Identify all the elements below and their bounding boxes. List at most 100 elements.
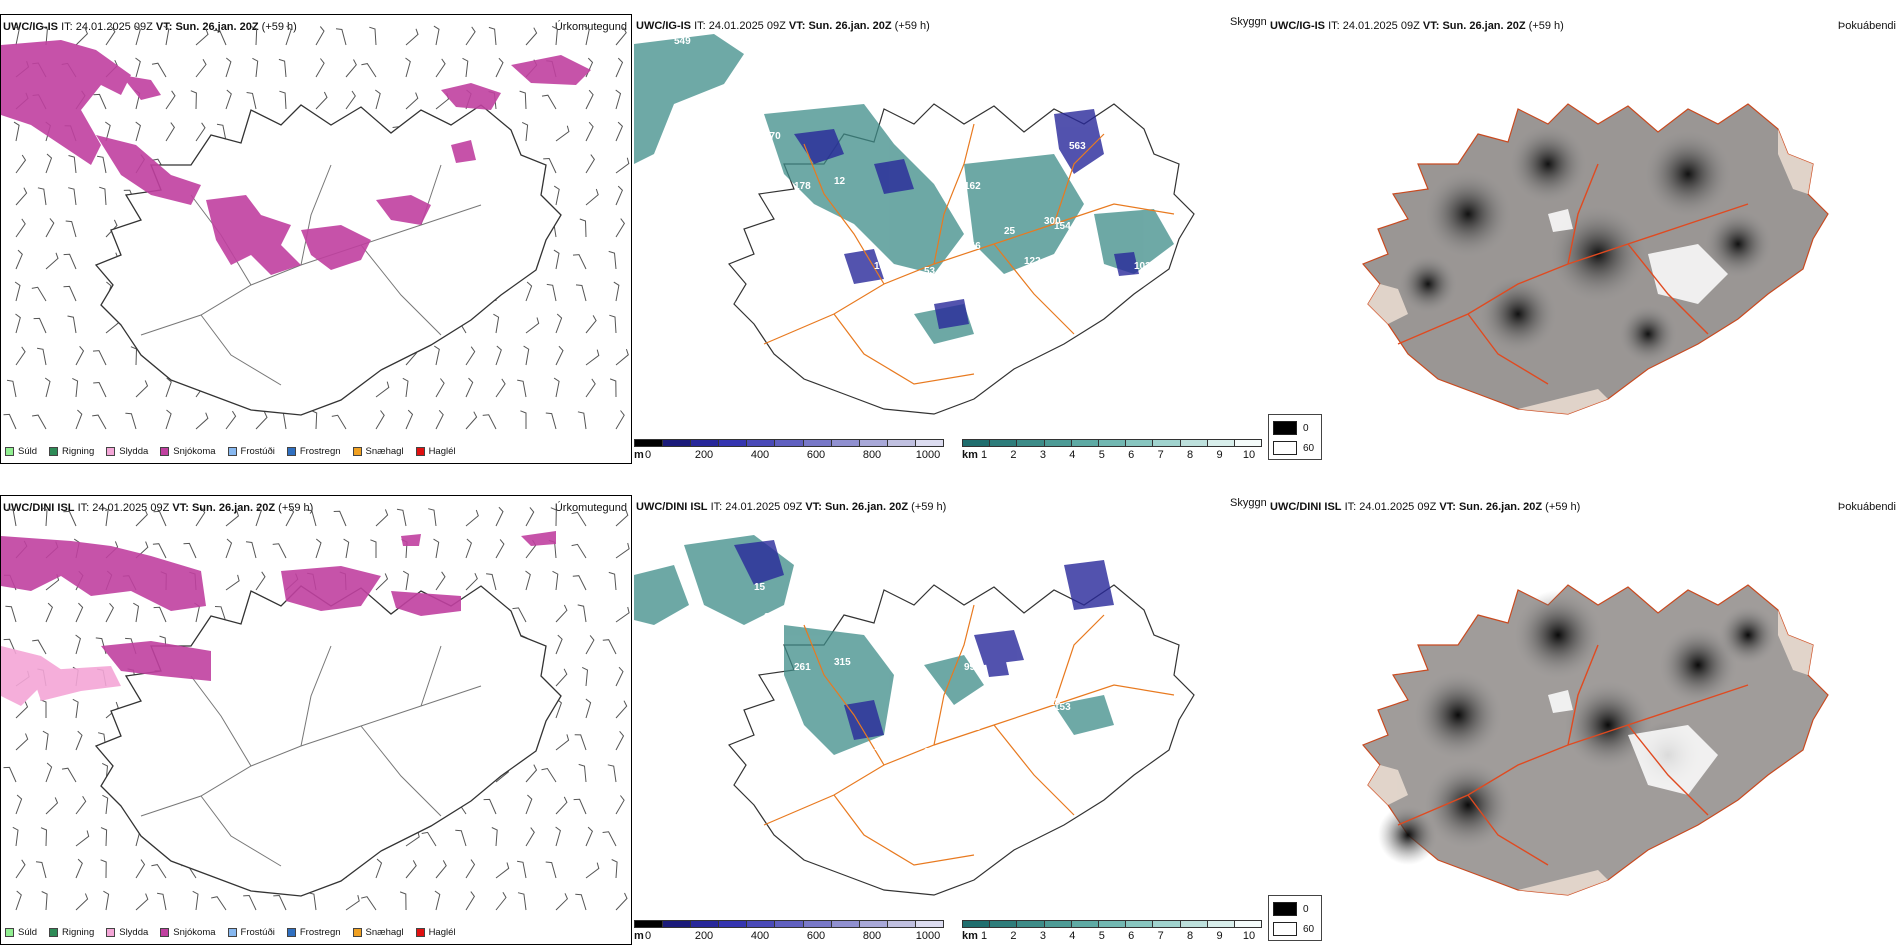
wind-barb	[602, 831, 617, 847]
wind-barb	[255, 506, 262, 527]
colorbar-tick-label: 0	[644, 930, 652, 942]
roads	[140, 645, 482, 867]
ceiling-value-label: 185	[1004, 707, 1021, 718]
wind-barb	[75, 28, 88, 46]
panel-label-precip: Úrkomutegund	[554, 502, 627, 514]
legend-swatch	[106, 447, 116, 456]
colorbar-segment	[915, 440, 944, 446]
wind-barb	[45, 762, 53, 783]
wind-barb	[434, 345, 440, 366]
legend-swatch	[5, 447, 14, 456]
wind-barb	[583, 25, 590, 46]
colorbar-tick-label: 2	[1010, 930, 1017, 942]
wind-barb	[555, 734, 570, 751]
wind-barb	[3, 413, 17, 430]
wind-barb	[331, 414, 347, 430]
wind-barb	[15, 859, 26, 879]
legend-swatch	[160, 447, 170, 456]
wind-barb	[307, 892, 317, 911]
ceiling-value-label: 118	[1069, 622, 1086, 633]
wind-barb	[63, 285, 77, 302]
wind-barb	[615, 795, 625, 815]
wind-barb	[512, 607, 527, 623]
wind-barb	[615, 218, 626, 238]
wind-barb	[135, 25, 141, 46]
legend-item: Rigning	[49, 927, 94, 938]
wind-barb	[214, 606, 227, 623]
colorbar-tick-label: 2	[1010, 449, 1017, 461]
height-colorbar: m 0 200 400 600 800 1000	[634, 920, 944, 942]
colorbar-tick-label: 600	[806, 930, 826, 942]
wind-barb	[192, 890, 199, 911]
colorbar-tick-label: 800	[862, 449, 882, 461]
colorbar-segment	[1044, 440, 1072, 446]
wind-barb	[45, 797, 59, 815]
wind-barb	[465, 346, 476, 366]
wind-barb	[105, 701, 119, 719]
ceiling-value-label: 166	[729, 647, 746, 658]
wind-barb	[615, 606, 630, 623]
wind-barb	[495, 862, 510, 879]
wind-barb	[15, 701, 29, 719]
wind-barb	[615, 348, 629, 366]
ceiling-value-label: 105	[874, 261, 891, 272]
wind-barb	[3, 766, 17, 783]
wind-barb	[32, 414, 47, 430]
ceiling-value-label: 25	[1004, 226, 1016, 237]
wind-barb	[165, 409, 172, 430]
wind-barb	[12, 826, 19, 847]
precip-type-panel-1: UWC/IG-IS IT: 24.01.2025 09Z VT: Sun. 26…	[0, 14, 632, 464]
wind-barb	[571, 511, 587, 527]
legend-label: Rigning	[62, 446, 95, 457]
wind-barb	[375, 410, 385, 430]
wind-barb	[615, 542, 630, 559]
wind-barb	[613, 281, 620, 302]
wind-barb	[543, 157, 557, 174]
wind-barb	[555, 604, 568, 623]
panel-label-fog: Þokuábendi	[1837, 501, 1896, 513]
wind-barb	[61, 767, 77, 783]
wind-barb	[277, 411, 287, 430]
wind-barb	[585, 188, 599, 206]
ceiling-value-label: 103	[1134, 261, 1151, 272]
legend-label: Rigning	[62, 927, 95, 938]
wind-barb	[545, 412, 557, 430]
wind-barb	[211, 896, 227, 911]
wind-barb	[519, 90, 527, 110]
legend-swatch	[106, 928, 116, 937]
colorbar-segment	[1071, 440, 1099, 446]
wind-barb	[495, 378, 506, 398]
ceiling-areas	[794, 109, 1139, 329]
colorbar-segment	[1071, 921, 1099, 927]
wind-barb	[157, 892, 167, 911]
wind-barb	[574, 734, 587, 751]
wind-barb	[405, 860, 417, 879]
wind-barb	[273, 894, 287, 911]
colorbar-tick-label: 400	[750, 930, 770, 942]
wind-barb	[369, 26, 377, 46]
wind-barb	[97, 155, 107, 174]
legend-item: Snæhagl	[352, 927, 404, 938]
wind-barb	[615, 666, 624, 687]
ceiling-value-label: 201	[924, 607, 941, 618]
wind-barb	[315, 538, 322, 559]
ceiling-value-label: 300	[1044, 216, 1061, 227]
wind-barb	[615, 410, 625, 430]
wind-barb	[225, 410, 237, 430]
wind-barb	[375, 858, 383, 879]
wind-barb	[465, 26, 476, 46]
wind-barb	[15, 890, 22, 911]
colorbar-tick-label: 7	[1157, 930, 1164, 942]
legend-label: Frostregn	[299, 446, 341, 457]
wind-barb	[555, 668, 568, 687]
legend-swatch	[160, 928, 170, 937]
ceiling-visibility-panel-2: UWC/DINI ISL IT: 24.01.2025 09Z VT: Sun.…	[634, 495, 1266, 945]
wind-barb	[45, 153, 53, 174]
colorbar-segment	[1017, 440, 1045, 446]
wind-barb	[608, 571, 617, 591]
wind-barb	[75, 409, 83, 430]
wind-barb	[555, 634, 563, 655]
ceiling-value-label: 26	[764, 612, 776, 623]
wind-barb	[135, 893, 149, 911]
wind-barb	[585, 862, 600, 879]
